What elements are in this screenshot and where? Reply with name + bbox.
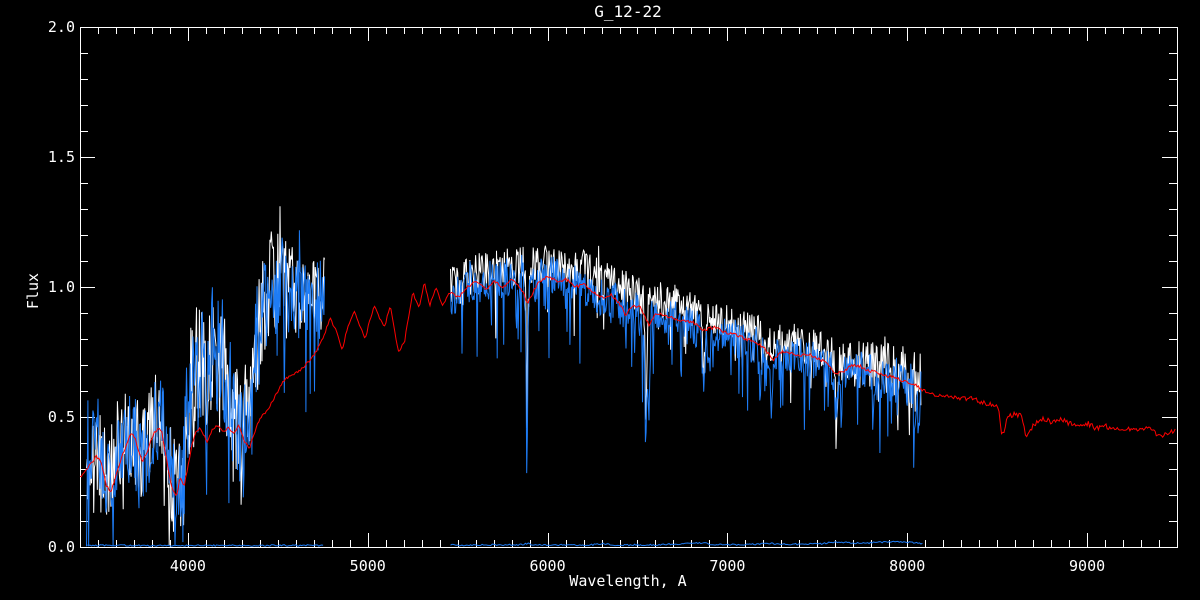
- tick-labels: 4000 5000 6000 7000 8000 9000 0.0 0.5 1.0 1.5 2.0: [48, 18, 1105, 575]
- y-tick-label: 0.5: [48, 408, 75, 426]
- labels-layer: G_12-22 Wavelength, A Flux: [24, 2, 687, 590]
- x-tick-label: 9000: [1069, 557, 1105, 575]
- chart-title: G_12-22: [594, 2, 661, 21]
- sky-baseline-series: [87, 544, 324, 547]
- y-tick-label: 1.5: [48, 148, 75, 166]
- blue-spectrum-series: [86, 230, 326, 547]
- x-axis-label: Wavelength, A: [569, 572, 686, 590]
- series-layer: [79, 206, 1176, 547]
- sky-baseline-series: [450, 540, 923, 547]
- x-tick-label: 7000: [709, 557, 745, 575]
- y-tick-label: 1.0: [48, 278, 75, 296]
- red-model-series: [79, 275, 1176, 496]
- x-tick-label: 4000: [170, 557, 206, 575]
- x-tick-label: 6000: [530, 557, 566, 575]
- y-tick-label: 0.0: [48, 538, 75, 556]
- x-tick-label: 5000: [350, 557, 386, 575]
- x-tick-label: 8000: [889, 557, 925, 575]
- blue-spectrum-series: [450, 254, 922, 474]
- y-axis-label: Flux: [24, 273, 42, 309]
- y-tick-label: 2.0: [48, 18, 75, 36]
- axes: [80, 27, 1178, 548]
